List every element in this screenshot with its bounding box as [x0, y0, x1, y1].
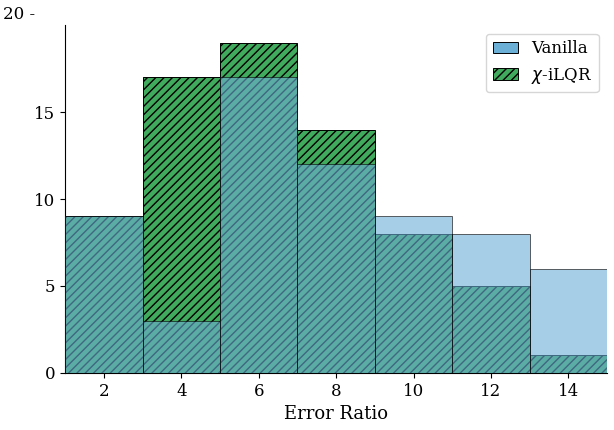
Bar: [453, 234, 530, 373]
Bar: [220, 43, 297, 373]
Bar: [220, 77, 297, 373]
Bar: [530, 356, 607, 373]
Text: 20 -: 20 -: [3, 6, 36, 24]
Bar: [220, 43, 297, 373]
Bar: [142, 77, 220, 373]
Bar: [530, 356, 607, 373]
Bar: [65, 216, 142, 373]
Bar: [453, 286, 530, 373]
Bar: [297, 164, 375, 373]
Legend: Vanilla, $\chi$-iLQR: Vanilla, $\chi$-iLQR: [486, 34, 599, 92]
Bar: [375, 216, 453, 373]
X-axis label: Error Ratio: Error Ratio: [284, 405, 388, 423]
Bar: [297, 129, 375, 373]
Bar: [142, 321, 220, 373]
Bar: [530, 269, 607, 373]
Bar: [297, 129, 375, 373]
Bar: [65, 216, 142, 373]
Bar: [142, 77, 220, 373]
Bar: [375, 234, 453, 373]
Bar: [375, 234, 453, 373]
Bar: [453, 286, 530, 373]
Bar: [65, 216, 142, 373]
